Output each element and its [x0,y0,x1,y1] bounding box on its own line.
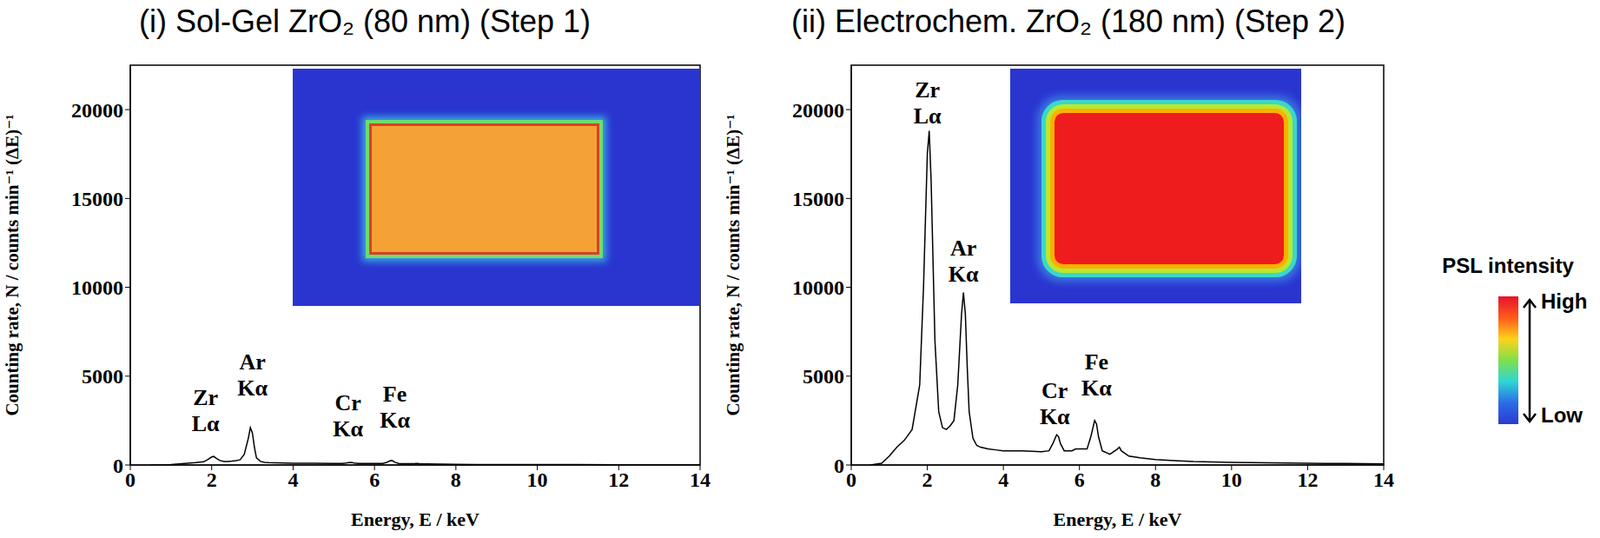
svg-text:Kα: Kα [379,407,410,433]
svg-text:10: 10 [1221,468,1243,491]
svg-text:15000: 15000 [792,187,845,211]
svg-text:10000: 10000 [792,276,845,299]
svg-text:Kα: Kα [237,375,268,401]
svg-text:2: 2 [922,468,933,491]
svg-text:6: 6 [1074,468,1085,491]
svg-text:6: 6 [369,468,380,491]
svg-text:0: 0 [125,468,136,491]
svg-text:12: 12 [1296,468,1318,491]
svg-text:14: 14 [1373,468,1395,491]
svg-text:5000: 5000 [802,364,845,388]
html-text:Low: Low [1540,403,1583,427]
svg-text:4: 4 [998,468,1009,491]
svg-text:Ar: Ar [238,349,265,375]
svg-text:8: 8 [1150,468,1161,491]
svg-text:10000: 10000 [71,276,124,299]
svg-text:Energy, E / keV: Energy, E / keV [350,508,480,530]
svg-text:5000: 5000 [81,364,124,388]
svg-text:Kα: Kα [1081,375,1112,401]
svg-text:15000: 15000 [71,187,124,211]
svg-text:Cr: Cr [1041,377,1068,404]
svg-text:8: 8 [450,468,462,491]
svg-text:Ar: Ar [950,235,977,261]
svg-text:Lα: Lα [191,410,220,437]
svg-text:Fe: Fe [1084,349,1109,375]
svg-text:20000: 20000 [792,99,845,122]
svg-text:Fe: Fe [383,381,407,407]
svg-text:12: 12 [608,468,629,491]
svg-text:2: 2 [206,468,218,491]
svg-text:Zr: Zr [914,77,940,103]
svg-text:0: 0 [846,468,857,491]
svg-text:Counting rate, N / counts min⁻: Counting rate, N / counts min⁻¹ (ΔE)⁻¹ [1,113,23,416]
svg-text:Cr: Cr [335,390,362,416]
svg-text:Kα: Kα [1039,403,1071,430]
html-text:(ii) Electrochem. ZrO₂ (180 nm: (ii) Electrochem. ZrO₂ (180 nm) (Step 2) [791,3,1346,40]
svg-text:4: 4 [287,468,298,491]
svg-text:0: 0 [112,454,124,477]
svg-text:Lα: Lα [913,103,942,129]
svg-text:Kα: Kα [948,261,979,287]
html-text:PSL intensity: PSL intensity [1442,253,1574,278]
svg-text:Zr: Zr [192,384,219,410]
svg-text:0: 0 [833,454,845,477]
svg-text:10: 10 [527,468,549,491]
svg-text:14: 14 [689,468,711,491]
svg-text:20000: 20000 [71,99,124,122]
svg-text:Kα: Kα [332,416,364,442]
html-text:(i) Sol-Gel ZrO₂ (80 nm) (Step: (i) Sol-Gel ZrO₂ (80 nm) (Step 1) [138,3,591,40]
svg-text:Counting rate, N / counts min⁻: Counting rate, N / counts min⁻¹ (ΔE)⁻¹ [722,113,744,416]
html-text:High: High [1540,289,1588,313]
svg-text:Energy, E / keV: Energy, E / keV [1053,508,1183,530]
